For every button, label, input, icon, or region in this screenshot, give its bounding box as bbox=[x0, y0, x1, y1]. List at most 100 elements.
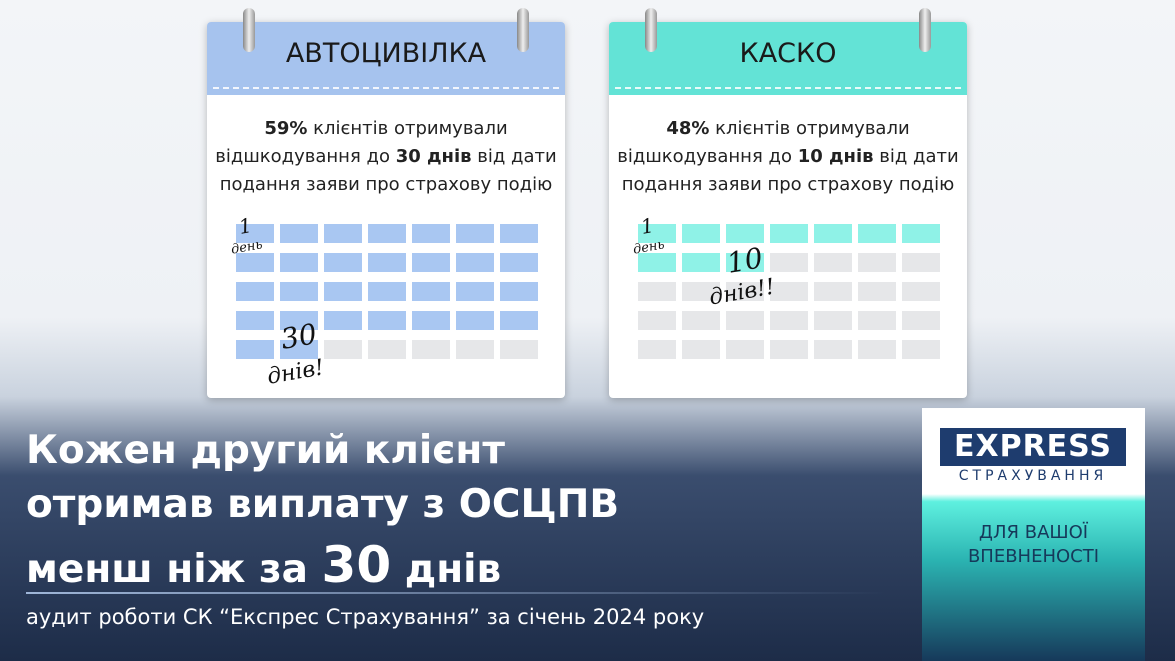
highlighted-day bbox=[682, 253, 720, 272]
highlighted-day bbox=[236, 224, 274, 243]
highlighted-day bbox=[770, 224, 808, 243]
highlighted-day bbox=[368, 311, 406, 330]
separator bbox=[26, 592, 886, 594]
headline-segment: Кожен другий клієнт bbox=[26, 428, 505, 473]
headline-line: менш ніж за 30 днів bbox=[26, 536, 501, 594]
highlighted-day bbox=[236, 311, 274, 330]
day-cell bbox=[814, 253, 852, 272]
highlighted-day bbox=[500, 282, 538, 301]
highlighted-day bbox=[412, 253, 450, 272]
logo-name: EXPRESS bbox=[940, 428, 1126, 466]
highlighted-day bbox=[682, 224, 720, 243]
highlighted-day bbox=[324, 311, 362, 330]
day-cell bbox=[902, 311, 940, 330]
day-cell bbox=[726, 282, 764, 301]
highlighted-day bbox=[280, 282, 318, 301]
highlighted-day bbox=[368, 282, 406, 301]
text-segment: подання заяви про страхову подію bbox=[621, 174, 955, 195]
text-line: 59% клієнтів отримували bbox=[207, 118, 565, 139]
logo-slogan: ВПЕВНЕНОСТІ bbox=[967, 546, 1100, 567]
day-cell bbox=[858, 340, 896, 359]
card: КАСКО 48% клієнтів отримували відшкодуванн… bbox=[609, 8, 967, 398]
text-line: відшкодування до 30 днів від дати bbox=[207, 146, 565, 167]
highlighted-day bbox=[236, 282, 274, 301]
ring bbox=[517, 8, 529, 52]
headline-line: отримав виплату з ОСЦПВ bbox=[26, 482, 619, 527]
headline-segment: отримав виплату з ОСЦПВ bbox=[26, 482, 620, 527]
text-segment: від дати bbox=[873, 146, 959, 167]
day-cell bbox=[770, 340, 808, 359]
ring bbox=[645, 8, 657, 52]
card-header: КАСКО bbox=[609, 22, 967, 95]
note-start: 1 bbox=[639, 213, 656, 239]
text-line: подання заяви про страхову подію bbox=[609, 174, 967, 195]
day-cell bbox=[902, 340, 940, 359]
day-cell bbox=[770, 282, 808, 301]
day-cell bbox=[368, 340, 406, 359]
note-start: 1 bbox=[237, 213, 254, 239]
note-end: днів! bbox=[265, 355, 326, 390]
ring bbox=[243, 8, 255, 52]
day-cell bbox=[682, 311, 720, 330]
text-line: подання заяви про страхову подію bbox=[207, 174, 565, 195]
text-segment: подання заяви про страхову подію bbox=[219, 174, 553, 195]
text-segment: 48% bbox=[666, 118, 710, 139]
card: АВТОЦИВІЛКА 59% клієнтів отримували відшко… bbox=[207, 8, 565, 398]
dashed-line bbox=[213, 87, 559, 89]
card-title: КАСКО bbox=[739, 38, 837, 69]
day-cell bbox=[770, 311, 808, 330]
highlighted-day bbox=[858, 224, 896, 243]
day-cell bbox=[814, 311, 852, 330]
day-cell bbox=[638, 311, 676, 330]
highlighted-day bbox=[726, 253, 764, 272]
day-cell bbox=[324, 340, 362, 359]
headline-line: Кожен другий клієнт bbox=[26, 428, 505, 473]
text-segment: 59% bbox=[264, 118, 308, 139]
day-cell bbox=[500, 340, 538, 359]
highlighted-day bbox=[412, 224, 450, 243]
highlighted-day bbox=[280, 224, 318, 243]
highlighted-day bbox=[368, 253, 406, 272]
day-cell bbox=[858, 282, 896, 301]
note-end: днів!! bbox=[707, 274, 777, 311]
text-segment: 10 днів bbox=[797, 146, 874, 167]
day-cell bbox=[726, 311, 764, 330]
highlighted-day bbox=[500, 253, 538, 272]
highlighted-day bbox=[236, 340, 274, 359]
highlighted-day bbox=[456, 253, 494, 272]
day-cell bbox=[814, 340, 852, 359]
logo-box: EXPRESS СТРАХУВАННЯ ДЛЯ ВАШОЇ ВПЕВНЕНОСТ… bbox=[922, 408, 1145, 661]
day-cell bbox=[638, 282, 676, 301]
day-cell bbox=[682, 282, 720, 301]
day-cell bbox=[902, 282, 940, 301]
highlighted-day bbox=[324, 253, 362, 272]
text-segment: від дати bbox=[471, 146, 557, 167]
text-segment: відшкодування до bbox=[215, 146, 396, 167]
text-segment: клієнтів отримували bbox=[307, 118, 508, 139]
highlighted-day bbox=[726, 224, 764, 243]
highlighted-day bbox=[500, 311, 538, 330]
day-cell bbox=[858, 253, 896, 272]
text-segment: клієнтів отримували bbox=[709, 118, 910, 139]
highlighted-day bbox=[456, 224, 494, 243]
text-segment: відшкодування до bbox=[617, 146, 798, 167]
day-cell bbox=[412, 340, 450, 359]
highlighted-day bbox=[236, 253, 274, 272]
day-cell bbox=[726, 340, 764, 359]
highlighted-day bbox=[456, 311, 494, 330]
highlighted-day bbox=[500, 224, 538, 243]
subtitle: аудит роботи СК “Експрес Страхування” за… bbox=[26, 605, 705, 629]
highlighted-day bbox=[280, 340, 318, 359]
highlighted-day bbox=[412, 311, 450, 330]
headline-segment: менш ніж за bbox=[26, 547, 322, 592]
highlighted-day bbox=[638, 253, 676, 272]
day-cell bbox=[814, 282, 852, 301]
dashed-line bbox=[615, 87, 961, 89]
highlighted-day bbox=[638, 224, 676, 243]
note-end: 10 bbox=[724, 241, 766, 280]
text-line: відшкодування до 10 днів від дати bbox=[609, 146, 967, 167]
day-cell bbox=[770, 253, 808, 272]
ring bbox=[919, 8, 931, 52]
day-cell bbox=[638, 340, 676, 359]
